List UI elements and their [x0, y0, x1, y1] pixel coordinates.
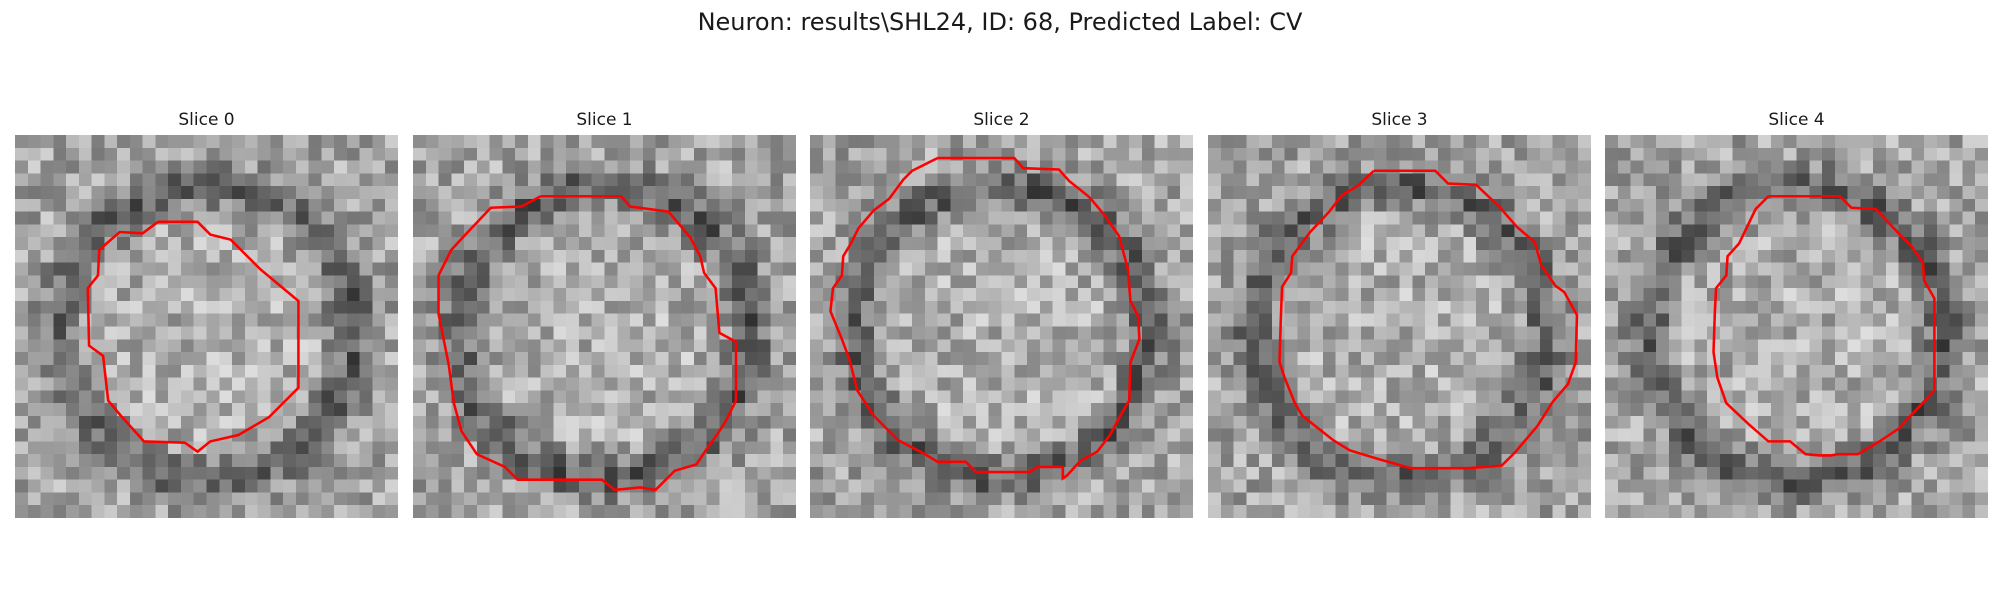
- slice-0-contour: [86, 220, 300, 454]
- slice-1-contour: [437, 195, 738, 492]
- slice-2-image: [810, 135, 1193, 518]
- panel-title-slice-0: Slice 0: [178, 110, 235, 130]
- slice-3-pixels: [1208, 135, 1591, 518]
- panel-title-slice-4: Slice 4: [1768, 110, 1825, 130]
- panel-title-slice-1: Slice 1: [576, 110, 633, 130]
- slice-2-contour: [829, 156, 1141, 481]
- figure-title: Neuron: results\SHL24, ID: 68, Predicted…: [697, 8, 1303, 36]
- panel-title-slice-2: Slice 2: [973, 110, 1030, 130]
- slice-1-image: [413, 135, 796, 518]
- slice-1-pixels: [413, 135, 796, 518]
- panel-title-slice-3: Slice 3: [1371, 110, 1428, 130]
- slice-0-pixels: [15, 135, 398, 518]
- slice-3-image: [1208, 135, 1591, 518]
- slice-3-contour: [1278, 169, 1579, 470]
- slice-4-image: [1605, 135, 1988, 518]
- slice-2-pixels: [810, 135, 1193, 518]
- slice-4-pixels: [1605, 135, 1988, 518]
- slice-4-contour: [1712, 195, 1936, 457]
- slice-0-image: [15, 135, 398, 518]
